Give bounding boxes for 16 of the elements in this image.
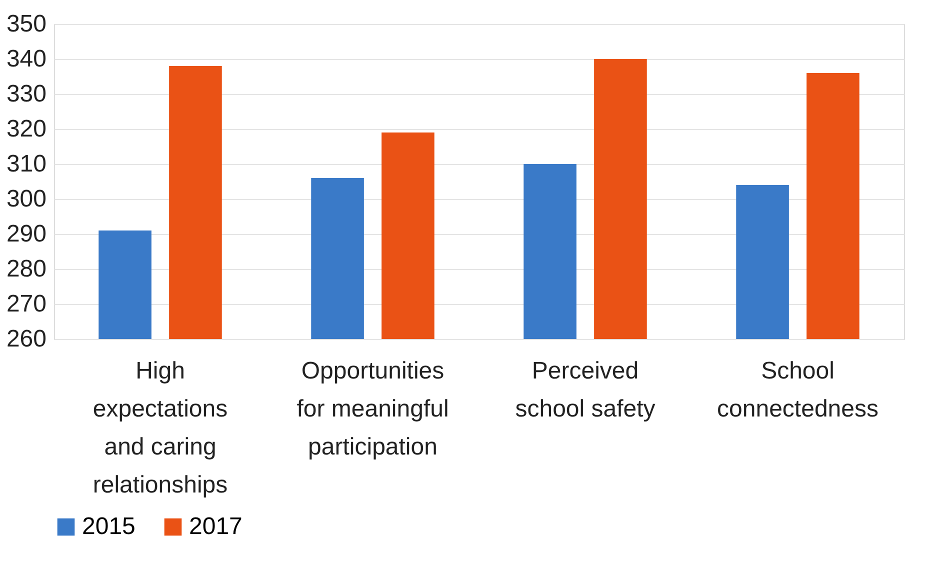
x-tick-label: Perceived school safety (515, 358, 656, 422)
y-tick-label: 340 (6, 46, 46, 72)
x-tick-label: School connectedness (717, 358, 878, 422)
legend-label: 2017 (189, 513, 242, 540)
x-tick-label: High expectations and caring relationships (92, 358, 228, 498)
legend-label: 2015 (82, 513, 136, 540)
y-tick-label: 260 (6, 326, 46, 352)
y-tick-label: 290 (6, 220, 46, 248)
y-tick-label: 330 (6, 80, 46, 108)
y-tick-label: 310 (6, 150, 46, 178)
y-tick-label: 320 (6, 116, 46, 142)
y-tick-label: 280 (6, 256, 46, 282)
y-tick-label: 300 (6, 186, 46, 212)
y-tick-label: 270 (6, 290, 46, 318)
x-tick-label: Opportunities for meaningful participation (296, 358, 449, 460)
y-tick-label: 350 (6, 10, 46, 38)
